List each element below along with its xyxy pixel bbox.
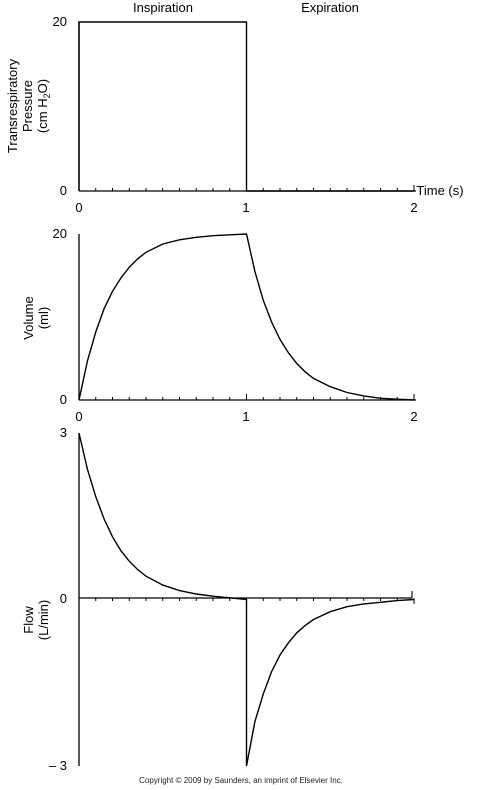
flow-minor-ticks bbox=[95, 598, 415, 604]
flow-y-title: Flow (L/min) bbox=[21, 600, 51, 640]
volume-ytick-0: 0 bbox=[60, 392, 67, 407]
pressure-xtick-1: 1 bbox=[242, 200, 249, 215]
volume-y-title-line2: (ml) bbox=[36, 307, 51, 329]
volume-xtick-1: 1 bbox=[242, 409, 249, 424]
flow-ytick-0: 0 bbox=[60, 591, 67, 606]
expiration-label: Expiration bbox=[301, 0, 359, 15]
time-axis-title: Time (s) bbox=[416, 183, 463, 198]
pressure-ytick-0: 0 bbox=[60, 183, 67, 198]
pressure-ytick-20: 20 bbox=[53, 14, 67, 29]
pressure-unit-post: O) bbox=[35, 79, 50, 93]
volume-minor-ticks bbox=[95, 394, 415, 400]
volume-panel: 20 0 0 1 2 Volume (ml) bbox=[21, 226, 418, 424]
volume-series-line bbox=[78, 233, 415, 401]
pressure-unit-pre: (cm H bbox=[35, 98, 50, 133]
pressure-y-title-line1: Transrespiratory bbox=[5, 58, 20, 153]
pressure-xtick-2: 2 bbox=[410, 200, 417, 215]
pressure-y-title: Transrespiratory Pressure (cm H2O) bbox=[5, 58, 52, 153]
volume-y-title: Volume (ml) bbox=[21, 296, 51, 339]
pressure-minor-ticks bbox=[95, 185, 415, 191]
flow-ytick-minus3: – 3 bbox=[49, 758, 67, 773]
flow-panel: 3 0 – 3 Flow (L/min) bbox=[21, 425, 415, 773]
pressure-unit-sub: 2 bbox=[42, 93, 52, 98]
flow-series-line bbox=[78, 432, 415, 767]
flow-ytick-3: 3 bbox=[60, 425, 67, 440]
volume-ytick-20: 20 bbox=[53, 226, 67, 241]
pressure-series-line bbox=[78, 21, 414, 192]
flow-y-title-line2: (L/min) bbox=[36, 600, 51, 640]
volume-xtick-0: 0 bbox=[75, 409, 82, 424]
inspiration-label: Inspiration bbox=[133, 0, 193, 15]
copyright-notice: Copyright © 2009 by Saunders, an imprint… bbox=[139, 776, 343, 785]
volume-xtick-2: 2 bbox=[410, 409, 417, 424]
pressure-y-title-unit: (cm H2O) bbox=[35, 79, 52, 133]
pressure-y-title-line2: Pressure bbox=[20, 80, 35, 132]
volume-y-title-line1: Volume bbox=[21, 296, 36, 339]
flow-y-title-line1: Flow bbox=[21, 606, 36, 634]
pressure-xtick-0: 0 bbox=[75, 200, 82, 215]
pressure-panel: 20 0 0 1 2 Time (s) Transrespiratory Pre… bbox=[5, 14, 464, 215]
